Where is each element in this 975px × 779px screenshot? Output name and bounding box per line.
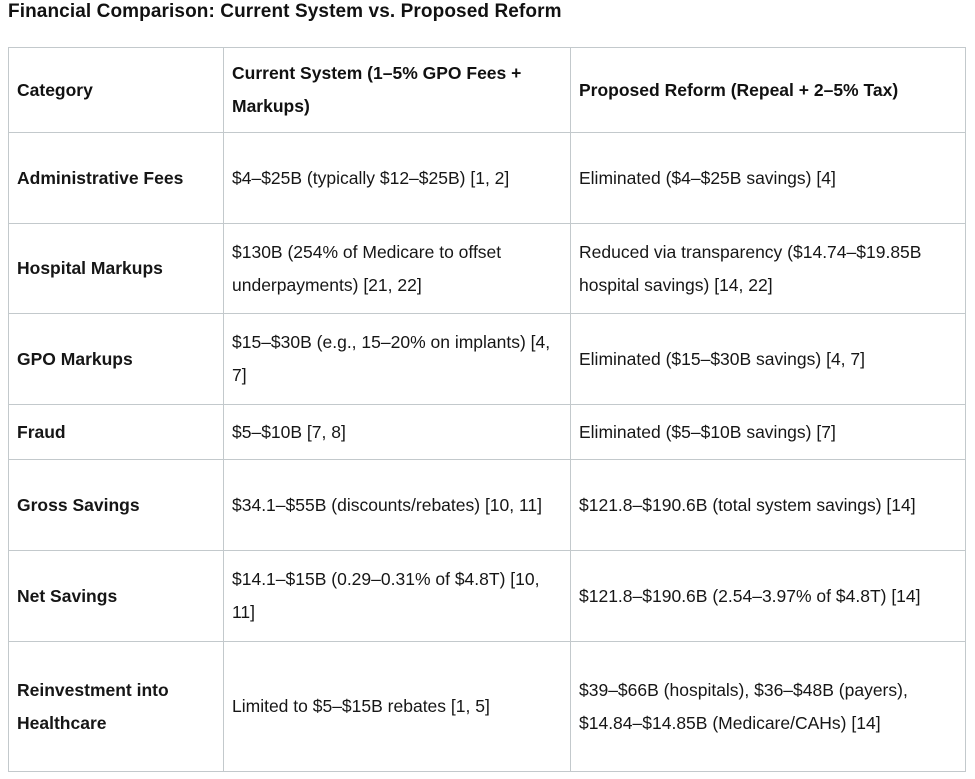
page-title: Financial Comparison: Current System vs.… <box>8 1 562 22</box>
table-row: GPO Markups $15–$30B (e.g., 15–20% on im… <box>8 313 966 405</box>
current-system-cell: $15–$30B (e.g., 15–20% on implants) [4, … <box>223 313 571 405</box>
current-system-cell: $14.1–$15B (0.29–0.31% of $4.8T) [10, 11… <box>223 550 571 642</box>
category-cell: Hospital Markups <box>8 223 224 314</box>
header-cell-proposed-reform: Proposed Reform (Repeal + 2–5% Tax) <box>570 47 966 133</box>
current-system-cell: $34.1–$55B (discounts/rebates) [10, 11] <box>223 459 571 551</box>
category-cell: Net Savings <box>8 550 224 642</box>
current-system-cell: $5–$10B [7, 8] <box>223 404 571 460</box>
category-cell: Gross Savings <box>8 459 224 551</box>
category-cell: Reinvestment into Healthcare <box>8 641 224 772</box>
table-row: Hospital Markups $130B (254% of Medicare… <box>8 223 966 314</box>
table-row: Reinvestment into Healthcare Limited to … <box>8 641 966 772</box>
header-cell-category: Category <box>8 47 224 133</box>
table-row: Administrative Fees $4–$25B (typically $… <box>8 132 966 224</box>
proposed-reform-cell: $121.8–$190.6B (total system savings) [1… <box>570 459 966 551</box>
current-system-cell: Limited to $5–$15B rebates [1, 5] <box>223 641 571 772</box>
category-cell: Fraud <box>8 404 224 460</box>
category-cell: GPO Markups <box>8 313 224 405</box>
proposed-reform-cell: $39–$66B (hospitals), $36–$48B (payers),… <box>570 641 966 772</box>
table-row: Fraud $5–$10B [7, 8] Eliminated ($5–$10B… <box>8 404 966 460</box>
current-system-cell: $4–$25B (typically $12–$25B) [1, 2] <box>223 132 571 224</box>
proposed-reform-cell: Eliminated ($5–$10B savings) [7] <box>570 404 966 460</box>
table-row: Gross Savings $34.1–$55B (discounts/reba… <box>8 459 966 551</box>
proposed-reform-cell: Eliminated ($4–$25B savings) [4] <box>570 132 966 224</box>
proposed-reform-cell: Eliminated ($15–$30B savings) [4, 7] <box>570 313 966 405</box>
header-cell-current-system: Current System (1–5% GPO Fees + Markups) <box>223 47 571 133</box>
proposed-reform-cell: $121.8–$190.6B (2.54–3.97% of $4.8T) [14… <box>570 550 966 642</box>
table-header-row: Category Current System (1–5% GPO Fees +… <box>8 47 966 133</box>
proposed-reform-cell: Reduced via transparency ($14.74–$19.85B… <box>570 223 966 314</box>
current-system-cell: $130B (254% of Medicare to offset underp… <box>223 223 571 314</box>
financial-comparison-table: Category Current System (1–5% GPO Fees +… <box>8 47 966 772</box>
table-row: Net Savings $14.1–$15B (0.29–0.31% of $4… <box>8 550 966 642</box>
category-cell: Administrative Fees <box>8 132 224 224</box>
